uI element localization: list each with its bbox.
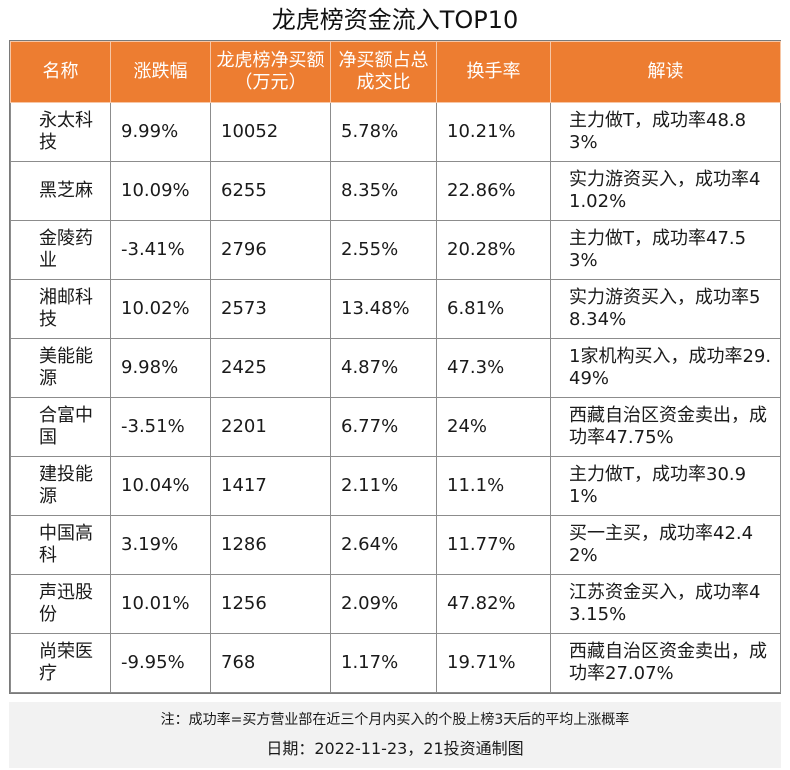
header-note: 解读: [550, 41, 781, 103]
cell-turnover: 10.21%: [436, 102, 551, 162]
page-title: 龙虎榜资金流入TOP10: [271, 6, 519, 34]
cell-net-buy: 10052: [210, 102, 331, 162]
cell-turnover: 24%: [436, 397, 551, 457]
cell-change: -3.51%: [110, 397, 211, 457]
cell-turnover: 47.82%: [436, 574, 551, 634]
cell-change: -9.95%: [110, 633, 211, 693]
cell-note: 主力做T，成功率48.83%: [550, 102, 781, 162]
cell-name: 尚荣医疗: [10, 633, 111, 693]
cell-net-buy: 2201: [210, 397, 331, 457]
cell-turnover: 19.71%: [436, 633, 551, 693]
cell-net-buy: 1286: [210, 515, 331, 575]
cell-change: -3.41%: [110, 220, 211, 280]
cell-net-buy: 6255: [210, 161, 331, 221]
table-header-row: 名称 涨跌幅 龙虎榜净买额（万元） 净买额占总成交比 换手率 解读: [10, 41, 781, 103]
cell-turnover: 6.81%: [436, 279, 551, 339]
cell-note: 主力做T，成功率30.91%: [550, 456, 781, 516]
cell-change: 10.04%: [110, 456, 211, 516]
cell-note: 1家机构买入，成功率29.49%: [550, 338, 781, 398]
cell-note: 江苏资金买入，成功率43.15%: [550, 574, 781, 634]
cell-turnover: 11.1%: [436, 456, 551, 516]
data-table: 名称 涨跌幅 龙虎榜净买额（万元） 净买额占总成交比 换手率 解读 永太科技 9.…: [9, 40, 781, 694]
cell-net-buy: 2425: [210, 338, 331, 398]
cell-turnover: 11.77%: [436, 515, 551, 575]
cell-name: 建投能源: [10, 456, 111, 516]
cell-name: 美能能源: [10, 338, 111, 398]
cell-ratio: 2.55%: [330, 220, 437, 280]
cell-ratio: 13.48%: [330, 279, 437, 339]
cell-change: 9.98%: [110, 338, 211, 398]
cell-net-buy: 768: [210, 633, 331, 693]
cell-ratio: 2.64%: [330, 515, 437, 575]
cell-name: 永太科技: [10, 102, 111, 162]
cell-net-buy: 1256: [210, 574, 331, 634]
table-row: 声迅股份 10.01% 1256 2.09% 47.82% 江苏资金买入，成功率43.15…: [10, 574, 781, 634]
cell-note: 西藏自治区资金卖出，成功率27.07%: [550, 633, 781, 693]
cell-turnover: 20.28%: [436, 220, 551, 280]
cell-change: 3.19%: [110, 515, 211, 575]
table-row: 中国高科 3.19% 1286 2.64% 11.77% 买一主买，成功率42.42%: [10, 515, 781, 575]
cell-name: 金陵药业: [10, 220, 111, 280]
header-change: 涨跌幅: [110, 41, 211, 103]
cell-ratio: 4.87%: [330, 338, 437, 398]
cell-turnover: 47.3%: [436, 338, 551, 398]
cell-net-buy: 2796: [210, 220, 331, 280]
table-row: 美能能源 9.98% 2425 4.87% 47.3% 1家机构买入，成功率29.49%: [10, 338, 781, 398]
cell-ratio: 5.78%: [330, 102, 437, 162]
cell-name: 湘邮科技: [10, 279, 111, 339]
header-turnover: 换手率: [436, 41, 551, 103]
cell-turnover: 22.86%: [436, 161, 551, 221]
cell-name: 中国高科: [10, 515, 111, 575]
table-row: 尚荣医疗 -9.95% 768 1.17% 19.71% 西藏自治区资金卖出，成功率27.…: [10, 633, 781, 693]
cell-net-buy: 1417: [210, 456, 331, 516]
header-name: 名称: [10, 41, 111, 103]
cell-name: 声迅股份: [10, 574, 111, 634]
cell-ratio: 2.11%: [330, 456, 437, 516]
cell-ratio: 6.77%: [330, 397, 437, 457]
header-net-buy: 龙虎榜净买额（万元）: [210, 41, 331, 103]
cell-change: 10.02%: [110, 279, 211, 339]
footer-note: 注：成功率=买方营业部在近三个月内买入的个股上榜3天后的平均上涨概率: [160, 712, 630, 728]
footer: 注：成功率=买方营业部在近三个月内买入的个股上榜3天后的平均上涨概率 日期：20…: [9, 702, 781, 768]
cell-note: 实力游资买入，成功率41.02%: [550, 161, 781, 221]
cell-change: 9.99%: [110, 102, 211, 162]
header-ratio: 净买额占总成交比: [330, 41, 437, 103]
cell-net-buy: 2573: [210, 279, 331, 339]
cell-change: 10.09%: [110, 161, 211, 221]
footer-date: 日期：2022-11-23，21投资通制图: [266, 739, 524, 758]
cell-note: 实力游资买入，成功率58.34%: [550, 279, 781, 339]
cell-note: 西藏自治区资金卖出，成功率47.75%: [550, 397, 781, 457]
cell-ratio: 1.17%: [330, 633, 437, 693]
table-row: 永太科技 9.99% 10052 5.78% 10.21% 主力做T，成功率48.83%: [10, 102, 781, 162]
cell-name: 合富中国: [10, 397, 111, 457]
table-row: 湘邮科技 10.02% 2573 13.48% 6.81% 实力游资买入，成功率58.34…: [10, 279, 781, 339]
table-row: 建投能源 10.04% 1417 2.11% 11.1% 主力做T，成功率30.91%: [10, 456, 781, 516]
cell-note: 买一主买，成功率42.42%: [550, 515, 781, 575]
cell-ratio: 2.09%: [330, 574, 437, 634]
cell-ratio: 8.35%: [330, 161, 437, 221]
cell-name: 黑芝麻: [10, 161, 111, 221]
table-row: 黑芝麻 10.09% 6255 8.35% 22.86% 实力游资买入，成功率41.02%: [10, 161, 781, 221]
table-row: 金陵药业 -3.41% 2796 2.55% 20.28% 主力做T，成功率47.53%: [10, 220, 781, 280]
cell-change: 10.01%: [110, 574, 211, 634]
cell-note: 主力做T，成功率47.53%: [550, 220, 781, 280]
table-row: 合富中国 -3.51% 2201 6.77% 24% 西藏自治区资金卖出，成功率47.75…: [10, 397, 781, 457]
